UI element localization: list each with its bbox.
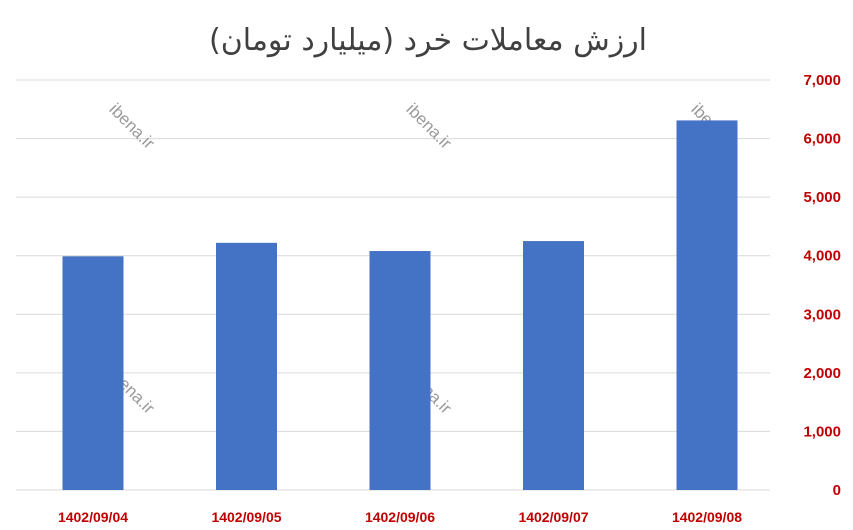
y-tick-label: 7,000 xyxy=(803,72,841,89)
x-tick-label: 1402/09/08 xyxy=(672,509,742,525)
watermark-text: ibena.ir xyxy=(105,100,158,153)
bar-1402-09-04 xyxy=(62,256,124,490)
x-tick-label: 1402/09/04 xyxy=(58,509,128,525)
x-tick-label: 1402/09/07 xyxy=(518,509,588,525)
y-tick-label: 4,000 xyxy=(803,248,841,265)
chart-title: ارزش معاملات خرد (میلیارد تومان) xyxy=(209,23,647,58)
y-tick-label: 0 xyxy=(833,482,841,499)
watermark-text: ibena.ir xyxy=(402,100,455,153)
y-tick-label: 5,000 xyxy=(803,189,841,206)
x-tick-label: 1402/09/05 xyxy=(211,509,281,525)
y-tick-label: 2,000 xyxy=(803,365,841,382)
y-tick-label: 1,000 xyxy=(803,423,841,440)
bars xyxy=(62,120,738,491)
x-axis: 1402/09/04 1402/09/05 1402/09/06 1402/09/07… xyxy=(58,509,742,525)
bar-1402-09-07 xyxy=(523,241,584,490)
y-axis: 0 1,000 2,000 3,000 4,000 5,000 6,000 7,000 xyxy=(803,72,841,499)
y-tick-label: 3,000 xyxy=(803,306,841,323)
bar-1402-09-08 xyxy=(676,120,738,491)
x-tick-label: 1402/09/06 xyxy=(365,509,435,525)
y-tick-label: 6,000 xyxy=(803,131,841,148)
bar-1402-09-05 xyxy=(216,242,277,490)
bar-1402-09-06 xyxy=(369,251,431,490)
